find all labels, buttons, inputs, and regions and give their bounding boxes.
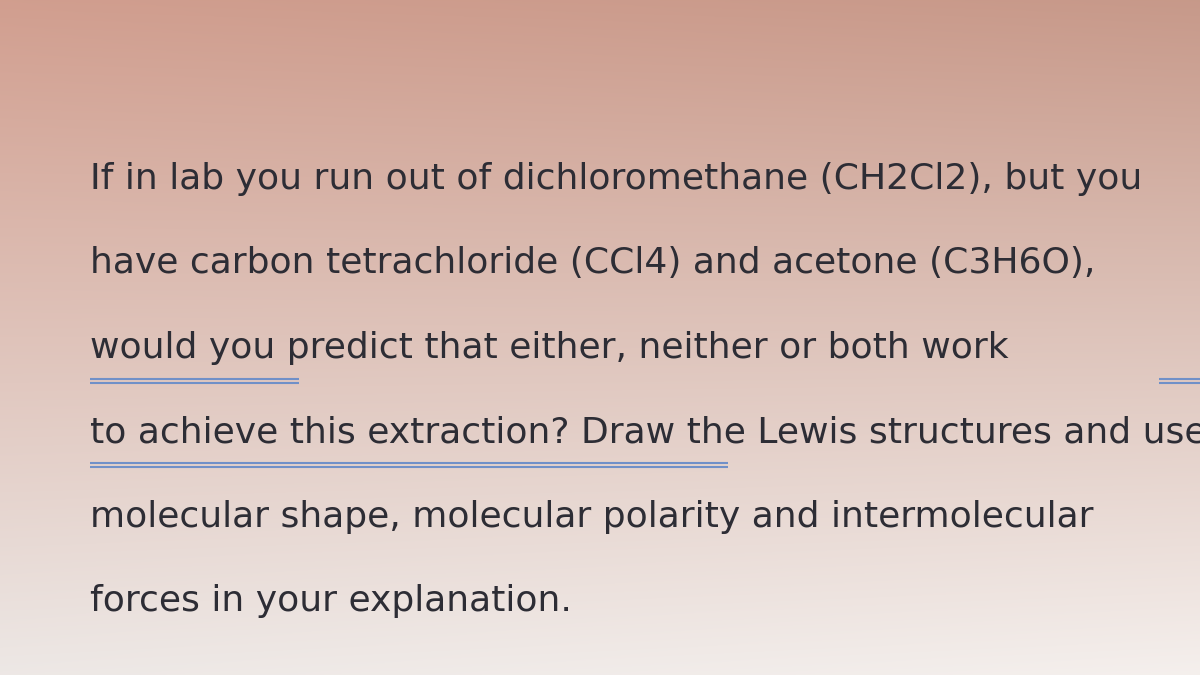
Text: to achieve this extraction? Draw the Lewis structures and use: to achieve this extraction? Draw the Lew… [90,415,1200,449]
Text: forces in your explanation.: forces in your explanation. [90,584,572,618]
Text: have carbon tetrachloride (CCl4) and acetone (C3H6O),: have carbon tetrachloride (CCl4) and ace… [90,246,1096,280]
Text: molecular shape, molecular polarity and intermolecular: molecular shape, molecular polarity and … [90,500,1093,533]
Text: would you predict that either, neither or both work: would you predict that either, neither o… [90,331,1009,364]
Text: If in lab you run out of dichloromethane (CH2Cl2), but you: If in lab you run out of dichloromethane… [90,162,1142,196]
